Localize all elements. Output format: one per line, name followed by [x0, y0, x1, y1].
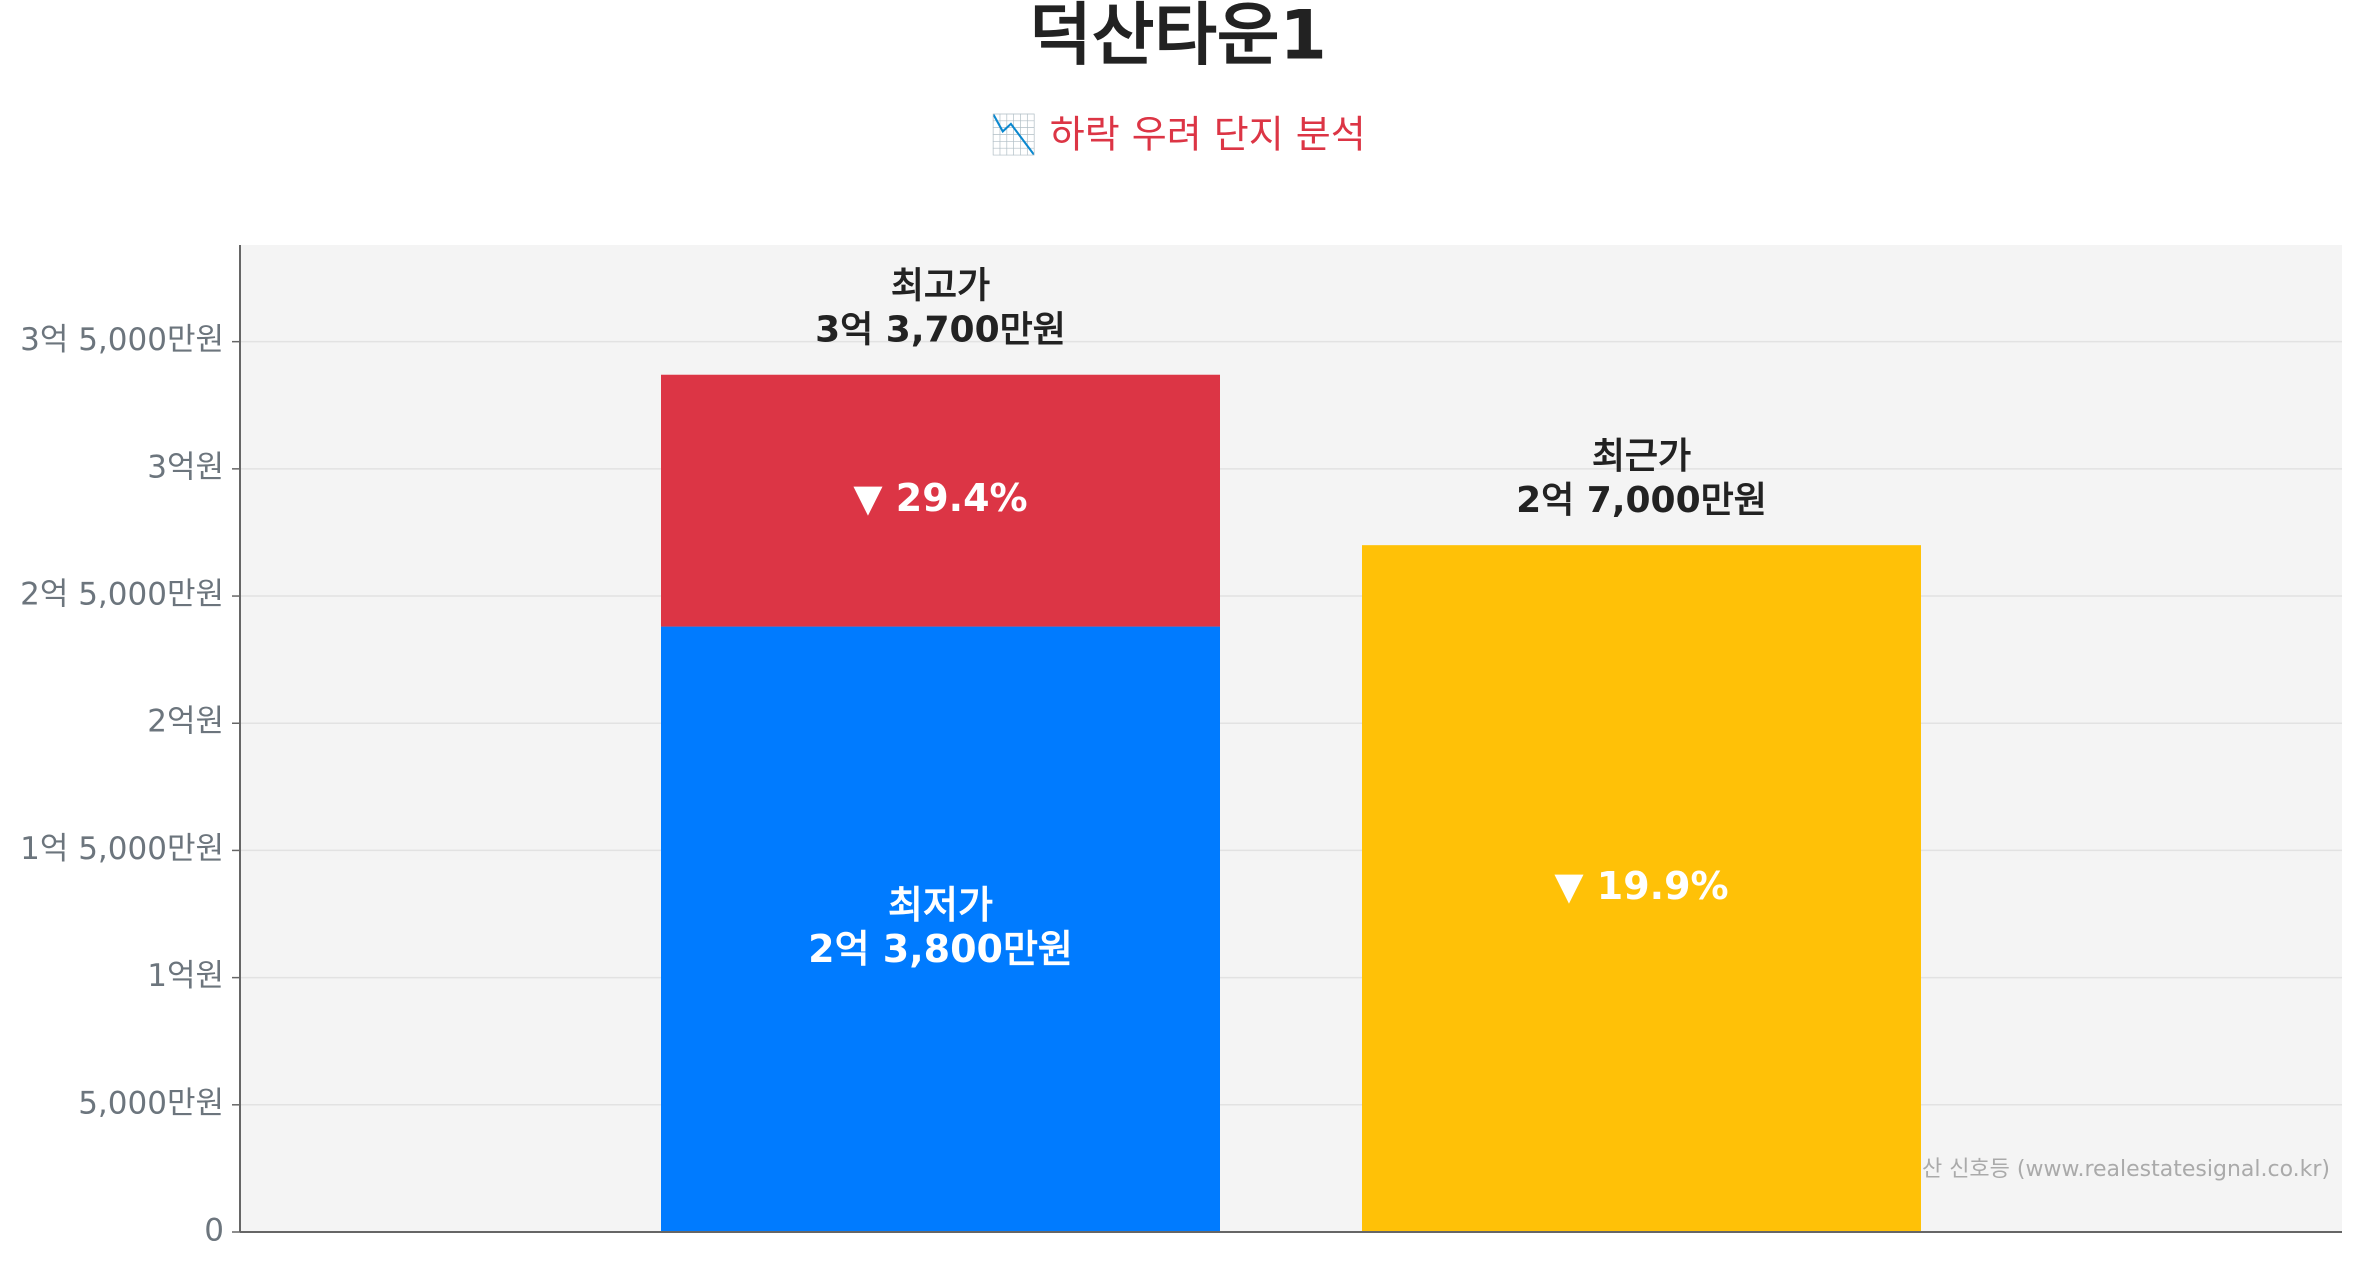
value-label: 최저가	[888, 883, 993, 927]
plot-area	[240, 245, 2342, 1232]
value-label: 3억 3,700만원	[815, 310, 1066, 351]
value-label: 2억 3,800만원	[808, 927, 1073, 971]
value-label: 최근가	[1592, 436, 1691, 477]
y-tick-label: 3억 5,000만원	[20, 322, 224, 358]
y-tick-label: 2억원	[147, 704, 224, 740]
bar	[661, 374, 1220, 627]
value-label: ▼ 19.9%	[1554, 864, 1728, 908]
y-tick-label: 0	[204, 1213, 224, 1249]
chart-subtitle: 📉 하락 우려 단지 분석	[990, 113, 1365, 157]
value-label: ▼ 29.4%	[853, 476, 1027, 520]
y-tick-label: 1억원	[147, 958, 224, 994]
chart-title: 덕산타운1	[1029, 0, 1327, 76]
bar	[661, 626, 1220, 1232]
value-label: 최고가	[891, 266, 990, 307]
value-label: 2억 7,000만원	[1516, 480, 1767, 521]
y-tick-label: 2억 5,000만원	[20, 577, 224, 613]
bar	[1362, 545, 1921, 1232]
y-tick-label: 1억 5,000만원	[20, 831, 224, 867]
y-tick-label: 3억원	[147, 449, 224, 485]
y-tick-label: 5,000만원	[78, 1085, 224, 1121]
